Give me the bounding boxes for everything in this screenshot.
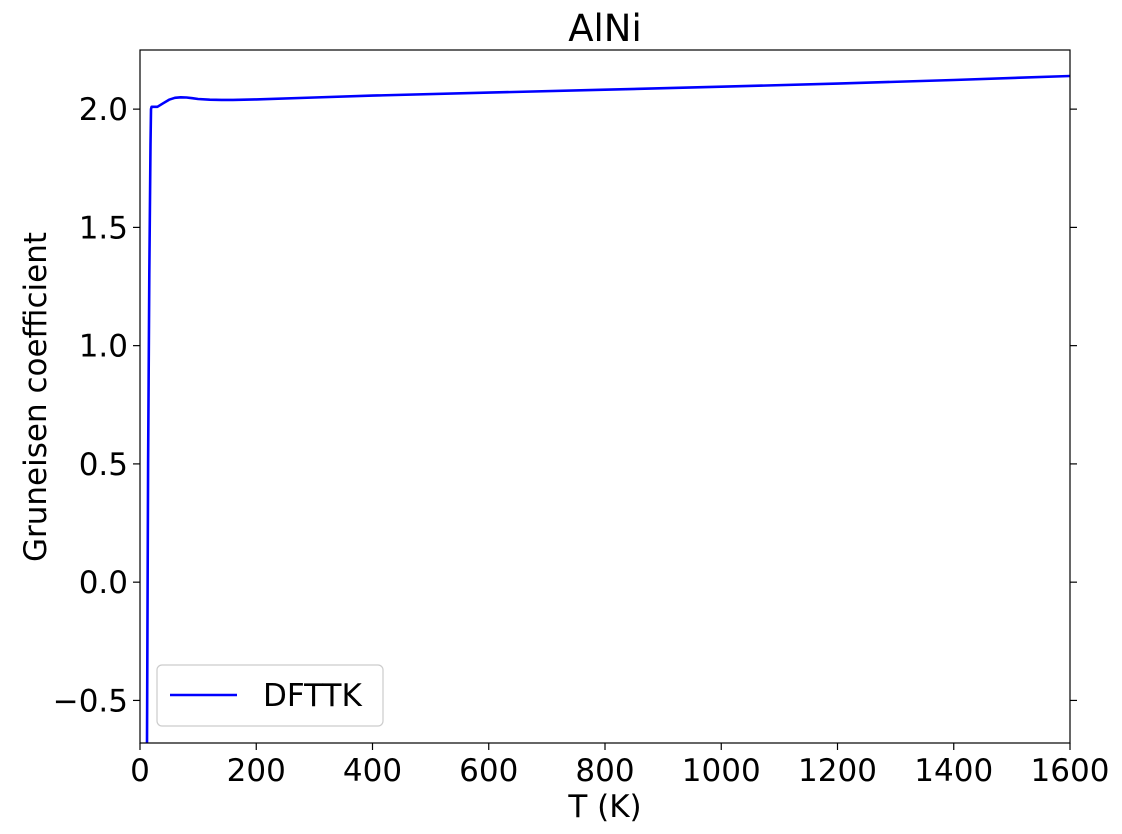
y-axis-label: Gruneisen coefficient (18, 232, 54, 562)
x-tick-label: 1600 (1031, 753, 1110, 789)
y-tick-label: 0.0 (79, 565, 128, 601)
x-tick-label: 1000 (682, 753, 761, 789)
legend-label-dfttk: DFTTK (263, 678, 362, 714)
y-axis: −0.5 0.0 0.5 1.0 1.5 2.0 (53, 92, 1077, 719)
x-tick-label: 0 (130, 753, 150, 789)
legend: DFTTK (156, 664, 384, 727)
chart-title: AlNi (568, 7, 642, 50)
y-tick-label: 0.5 (79, 447, 128, 483)
x-tick-label: 1200 (798, 753, 877, 789)
legend-box (156, 664, 384, 727)
x-tick-label: 200 (227, 753, 286, 789)
series-line-dfttk (145, 74, 1070, 743)
series-layer (145, 74, 1070, 743)
x-axis-label: T (K) (567, 789, 641, 825)
x-tick-label: 400 (343, 753, 402, 789)
y-tick-label: −0.5 (53, 683, 128, 719)
y-tick-label: 2.0 (79, 92, 128, 128)
plot-frame (139, 49, 1071, 744)
x-tick-label: 600 (459, 753, 518, 789)
x-axis: 0 200 400 600 800 1000 1200 1400 1600 (130, 743, 1109, 789)
y-tick-label: 1.5 (79, 210, 128, 246)
y-tick-label: 1.0 (79, 329, 128, 365)
x-tick-label: 800 (575, 753, 634, 789)
x-tick-label: 1400 (914, 753, 993, 789)
